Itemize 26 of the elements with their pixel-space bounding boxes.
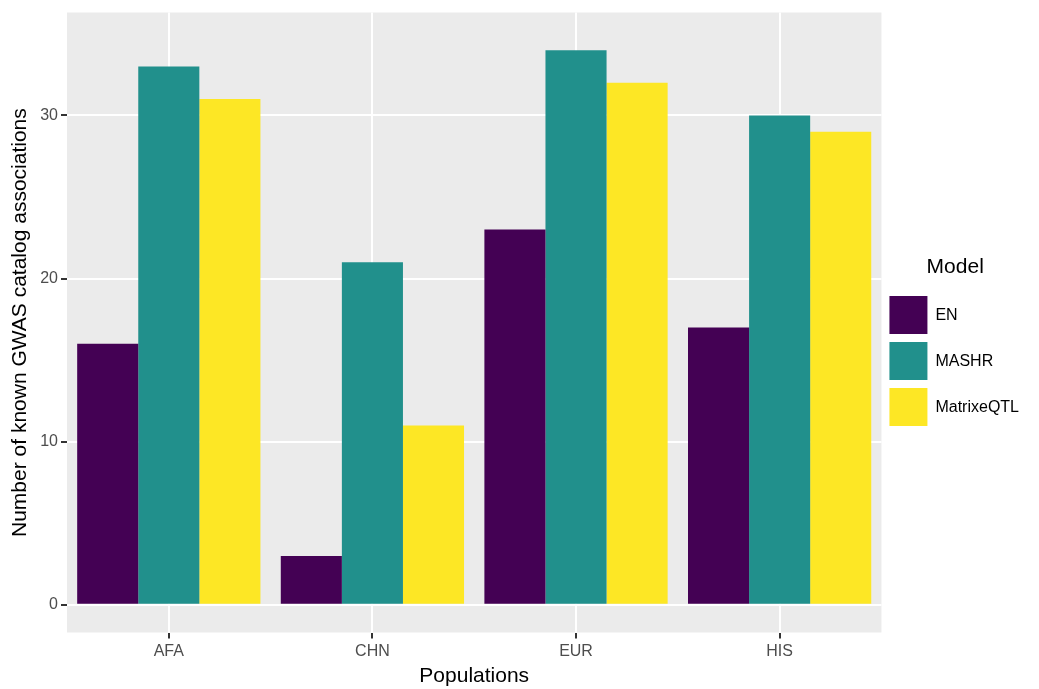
legend-label: EN — [935, 305, 958, 323]
legend-label: MASHR — [935, 351, 994, 369]
legend-label: MatrixeQTL — [935, 397, 1020, 415]
bar — [749, 115, 811, 604]
bar — [606, 82, 668, 604]
legend-title: Model — [926, 254, 984, 278]
y-tick-label: 30 — [40, 105, 59, 123]
bar — [810, 131, 872, 604]
x-tick-label: HIS — [766, 641, 793, 659]
y-tick-label: 0 — [49, 595, 59, 613]
x-tick-label: AFA — [153, 641, 185, 659]
bar — [341, 262, 403, 604]
x-tick-label: CHN — [355, 641, 390, 659]
bar — [77, 343, 139, 604]
bar — [138, 66, 200, 604]
bar — [199, 99, 261, 604]
bar — [484, 229, 546, 604]
y-tick-label: 20 — [40, 268, 59, 286]
bar — [545, 50, 607, 604]
bar — [280, 555, 342, 604]
y-axis-title: Number of known GWAS catalog associations — [7, 108, 31, 537]
x-tick-label: EUR — [559, 641, 593, 659]
x-axis-title: Populations — [419, 663, 530, 687]
y-tick-label: 10 — [40, 432, 59, 450]
bar — [402, 425, 465, 604]
bar — [688, 327, 750, 604]
